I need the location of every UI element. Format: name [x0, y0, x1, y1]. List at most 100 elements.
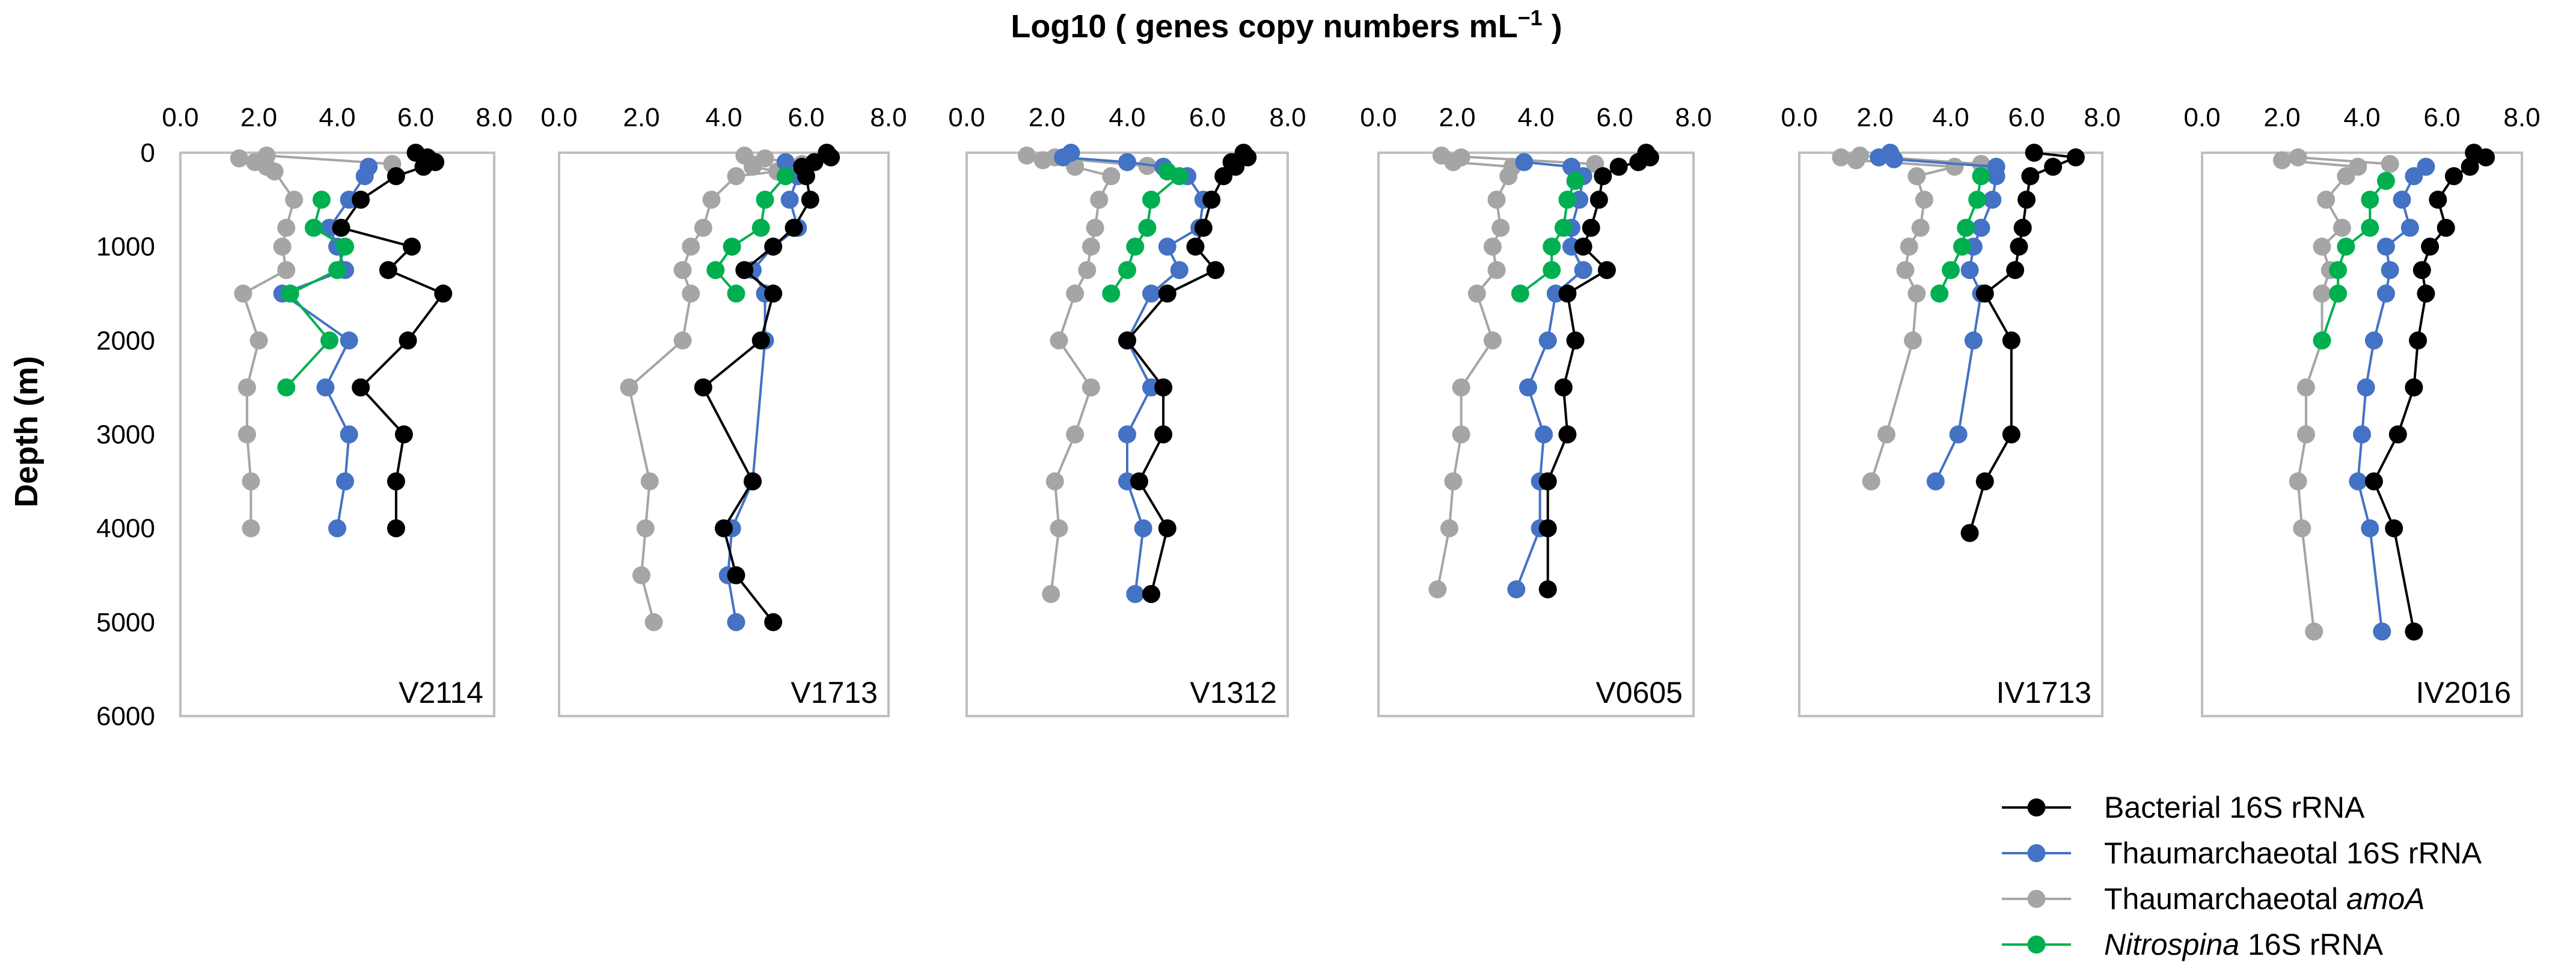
legend-label: Thaumarchaeotal 16S rRNA [2104, 836, 2482, 870]
figure-top-title-sup: −1 [1518, 5, 1543, 30]
panel-v1312: 0.0 2.0 4.0 6.0 8.0 V1312 [948, 103, 1306, 717]
data-point-thaum16s [340, 331, 358, 350]
data-point-thaum16s [1964, 331, 1983, 350]
data-point-nitrospina [1566, 171, 1585, 190]
x-tick-label: 8.0 [2503, 103, 2540, 132]
data-point-nitrospina [1957, 218, 1975, 237]
legend-swatch-marker [2027, 798, 2046, 816]
data-point-nitrospina [1543, 237, 1561, 256]
data-point-bacterial [1558, 284, 1577, 303]
data-point-thaum16s [2376, 237, 2395, 256]
data-point-amoA [1081, 378, 1100, 397]
data-point-thaum16s [2361, 519, 2379, 538]
data-point-thaum16s [2405, 167, 2423, 185]
data-point-thaum16s [1134, 519, 1152, 538]
data-point-bacterial [352, 191, 370, 209]
data-point-bacterial [2006, 261, 2025, 280]
data-point-amoA [277, 261, 296, 280]
data-point-nitrospina [1170, 167, 1189, 185]
data-point-amoA [744, 158, 762, 176]
data-point-thaum16s [1949, 425, 1968, 444]
data-point-bacterial [2444, 167, 2463, 185]
panel-frame [1377, 152, 1695, 717]
data-point-bacterial [1554, 378, 1573, 397]
data-point-bacterial [1118, 331, 1136, 350]
data-point-thaum16s [1972, 218, 1990, 237]
legend-item-bacterial: Bacterial 16S rRNA [2002, 791, 2365, 824]
data-point-amoA [1908, 284, 1926, 303]
data-point-amoA [2296, 378, 2315, 397]
panel-v2114: 0.0 2.0 4.0 6.0 8.0 0 1000 2000 3000 4000 5000 6000… [96, 103, 512, 731]
legend-label-text: Bacterial 16S rRNA [2104, 791, 2365, 824]
data-point-nitrospina [2313, 331, 2331, 350]
x-tick-label: 2.0 [623, 103, 659, 132]
x-tick-label: 2.0 [1439, 103, 1475, 132]
data-point-bacterial [801, 191, 819, 209]
data-point-bacterial [1960, 524, 1979, 542]
data-point-bacterial [2385, 519, 2403, 538]
data-point-amoA [2333, 218, 2351, 237]
y-tick-label: 0 [141, 138, 155, 168]
x-tick-label: 0.0 [948, 103, 985, 132]
series-amoA [230, 146, 402, 538]
data-point-bacterial [1158, 519, 1176, 538]
data-point-thaum16s [2400, 218, 2419, 237]
data-point-bacterial [1538, 519, 1557, 538]
data-point-amoA [1452, 425, 1470, 444]
data-point-thaum16s [2353, 425, 2371, 444]
data-point-amoA [277, 218, 296, 237]
data-point-amoA [640, 472, 659, 491]
x-tick-label: 2.0 [240, 103, 277, 132]
data-point-amoA [1090, 191, 1109, 209]
legend-label-suffix: 16S rRNA [2239, 928, 2384, 961]
data-point-amoA [2305, 622, 2324, 641]
data-point-bacterial [727, 566, 745, 584]
data-point-bacterial [1186, 237, 1205, 256]
x-tick-label: 4.0 [319, 103, 355, 132]
data-point-nitrospina [336, 237, 354, 256]
data-point-bacterial [2013, 218, 2032, 237]
data-point-bacterial [744, 472, 762, 491]
data-point-amoA [682, 237, 700, 256]
data-point-amoA [273, 237, 292, 256]
figure-top-title: Log10 ( genes copy numbers mL−1 ) [1011, 5, 1562, 44]
data-point-thaum16s [2373, 622, 2391, 641]
series-bacterial [1538, 144, 1659, 599]
y-axis-label: Depth (m) [8, 356, 44, 507]
data-point-bacterial [2437, 218, 2455, 237]
data-point-amoA [2289, 148, 2307, 167]
legend-label-text: Thaumarchaeotal 16S rRNA [2104, 836, 2482, 870]
data-point-bacterial [332, 218, 350, 237]
panel-iv1713: 0.0 2.0 4.0 6.0 8.0 IV1713 [1781, 103, 2121, 717]
data-point-amoA [694, 218, 712, 237]
data-point-thaum16s [1170, 261, 1189, 280]
x-tick-label: 4.0 [2343, 103, 2380, 132]
x-tick-label: 2.0 [1856, 103, 1893, 132]
data-point-amoA [1428, 580, 1447, 599]
y-tick-label: 1000 [96, 232, 155, 262]
data-point-amoA [1033, 151, 1052, 170]
data-point-bacterial [2409, 331, 2428, 350]
data-point-bacterial [715, 519, 733, 538]
data-point-nitrospina [1968, 191, 1987, 209]
legend-label-text: Thaumarchaeotal [2104, 882, 2346, 916]
data-point-amoA [1487, 191, 1506, 209]
data-point-thaum16s [2349, 472, 2367, 491]
data-point-amoA [1491, 218, 1510, 237]
data-point-amoA [1908, 167, 1926, 185]
data-point-amoA [1862, 472, 1880, 491]
data-point-nitrospina [751, 218, 770, 237]
panel-frame [179, 152, 495, 717]
panel-title: IV2016 [2416, 676, 2511, 709]
legend-label: Bacterial 16S rRNA [2104, 791, 2365, 824]
data-point-amoA [1066, 284, 1085, 303]
data-point-bacterial [764, 613, 783, 631]
x-tick-label: 4.0 [1109, 103, 1145, 132]
data-point-amoA [1911, 218, 1930, 237]
series-nitrospina [1511, 171, 1585, 303]
data-point-thaum16s [1885, 150, 1903, 168]
data-point-bacterial [1594, 167, 1612, 185]
data-point-thaum16s [2393, 191, 2411, 209]
data-point-nitrospina [723, 237, 741, 256]
data-point-bacterial [399, 331, 417, 350]
